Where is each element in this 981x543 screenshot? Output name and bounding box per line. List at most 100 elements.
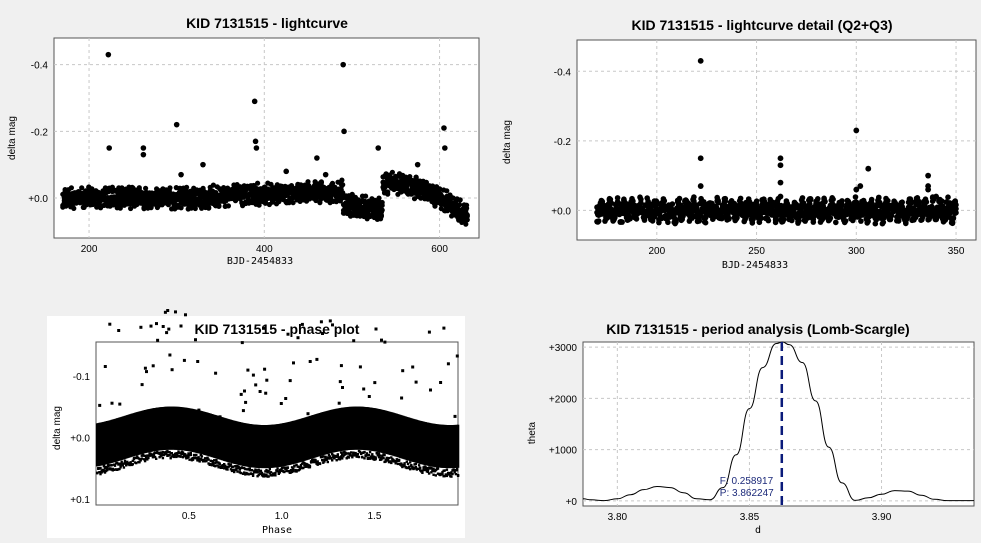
phase-point	[224, 464, 227, 467]
phase-point-column	[388, 411, 392, 455]
lightcurve-outlier-point	[251, 98, 258, 105]
phase-outlier-point	[143, 366, 147, 370]
phase-outlier-point	[243, 389, 246, 393]
phase-outlier-point	[374, 327, 378, 331]
lightcurve-y-tick-label: +0.0	[28, 194, 48, 205]
phase-point	[269, 471, 273, 474]
period-y-tick-label: +3000	[549, 343, 578, 354]
phase-point	[322, 455, 325, 458]
lightcurve-point	[423, 179, 429, 185]
phase-point	[119, 466, 122, 469]
lightcurve-point	[210, 182, 216, 188]
phase-outlier-point	[155, 322, 158, 326]
phase-point-column	[276, 424, 279, 468]
phase-point	[276, 467, 279, 470]
phase-outlier-point	[184, 313, 187, 317]
phase-point	[426, 470, 430, 473]
phase-outlier-point	[265, 378, 269, 382]
lightcurve-x-tick-label: 600	[431, 244, 448, 255]
period-title: KID 7131515 - period analysis (Lomb-Scar…	[606, 321, 909, 337]
lightcurve-point	[379, 199, 385, 206]
phase-point	[239, 471, 243, 475]
lightcurve-outlier-point	[322, 171, 329, 178]
phase-point	[163, 451, 167, 454]
detail-ticks: 200 250 300 350 -0.4 -0.2 +0.0	[551, 67, 965, 257]
phase-point-column	[251, 424, 255, 468]
phase-point	[387, 456, 391, 460]
phase-point	[322, 461, 325, 464]
phase-point	[264, 470, 267, 473]
phase-outlier-point	[339, 364, 343, 368]
lightcurve-point	[379, 207, 385, 213]
phase-point	[335, 459, 338, 462]
detail-point	[953, 206, 959, 212]
phase-outlier-point	[246, 368, 250, 372]
phase-point	[229, 463, 233, 466]
phase-outlier-point	[331, 323, 334, 327]
phase-point	[336, 453, 339, 456]
detail-title: KID 7131515 - lightcurve detail (Q2+Q3)	[631, 17, 892, 33]
phase-point	[326, 460, 329, 464]
phase-point	[184, 453, 187, 456]
phase-point	[126, 460, 129, 464]
detail-y-tick-label: -0.2	[554, 137, 572, 148]
detail-outlier-point	[697, 57, 704, 64]
lightcurve-point	[464, 213, 470, 219]
phase-outlier-point	[145, 370, 148, 374]
detail-point	[619, 219, 625, 225]
phase-point	[377, 452, 381, 455]
period-x-tick-label: 3.90	[872, 512, 892, 523]
lightcurve-title: KID 7131515 - lightcurve	[186, 15, 348, 31]
phase-point	[299, 463, 303, 467]
phase-point	[421, 469, 424, 473]
phase-y-tick-label: +0.0	[70, 433, 90, 444]
phase-point	[257, 473, 260, 477]
phase-point	[131, 463, 134, 466]
lightcurve-outlier-point	[283, 168, 290, 175]
lightcurve-panel: KID 7131515 - lightcurve 200 400 600 -0.4 -0…	[7, 15, 480, 267]
phase-point	[131, 459, 134, 463]
period-curve	[582, 341, 974, 502]
phase-point	[413, 463, 416, 466]
phase-point	[289, 469, 293, 472]
phase-outlier-point	[165, 331, 169, 335]
detail-outlier-point	[697, 155, 704, 162]
phase-point	[255, 469, 258, 472]
phase-point	[292, 469, 295, 473]
phase-outlier-point	[168, 353, 172, 357]
detail-point	[830, 196, 836, 203]
phase-point	[406, 462, 410, 465]
period-plot-area	[582, 341, 975, 507]
phase-outlier-point	[139, 325, 143, 329]
detail-point	[604, 215, 610, 222]
phase-outlier-point	[321, 332, 324, 335]
phase-point	[361, 456, 364, 459]
phase-point-column	[139, 411, 142, 455]
phase-outlier-point	[400, 396, 404, 400]
phase-point	[421, 471, 424, 474]
phase-point	[256, 471, 259, 474]
phase-outlier-point	[244, 400, 248, 404]
phase-point	[368, 450, 372, 454]
phase-point	[140, 457, 143, 460]
phase-point	[221, 464, 225, 468]
phase-point	[161, 450, 165, 454]
detail-point	[648, 205, 654, 212]
lightcurve-point	[340, 190, 346, 196]
phase-point	[342, 455, 345, 458]
phase-point	[106, 466, 109, 469]
lightcurve-point	[155, 203, 161, 209]
detail-point	[945, 194, 951, 200]
lightcurve-point	[68, 185, 74, 191]
period-x-label: d	[755, 525, 761, 536]
detail-point	[873, 217, 879, 223]
phase-point	[265, 473, 268, 476]
phase-point	[427, 472, 431, 475]
phase-point	[386, 459, 390, 462]
phase-outlier-point	[258, 390, 262, 393]
phase-point	[128, 463, 131, 467]
detail-point	[880, 219, 887, 225]
phase-point	[123, 461, 127, 464]
lightcurve-outlier-point	[140, 151, 147, 158]
phase-point	[455, 469, 459, 472]
